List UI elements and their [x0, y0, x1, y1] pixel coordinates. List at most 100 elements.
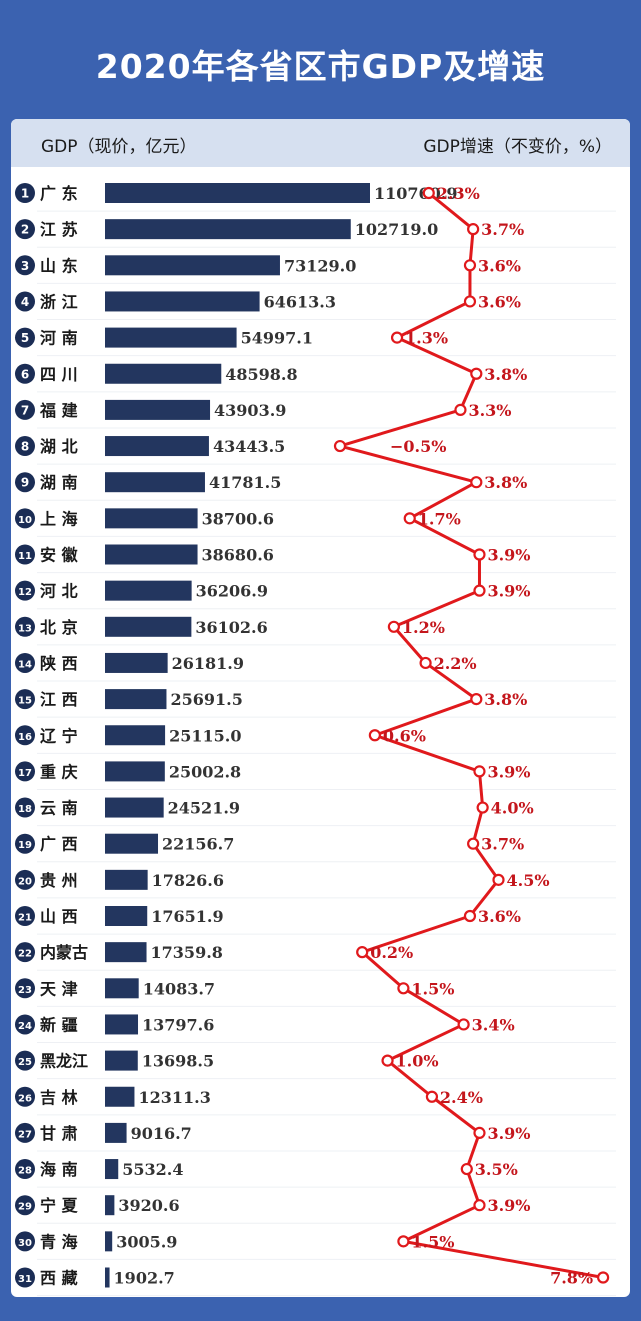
rank-label: 14: [18, 659, 32, 670]
category-label: 山 西: [40, 907, 78, 926]
chart-header: GDP（现价，亿元） GDP增速（不变价，%）: [11, 119, 630, 167]
growth-value-label: 3.7%: [481, 835, 524, 854]
gdp-value-label: 14083.7: [143, 979, 215, 998]
gdp-bar: [105, 833, 159, 854]
growth-value-label: 3.6%: [478, 292, 521, 311]
gdp-value-label: 9016.7: [131, 1124, 192, 1143]
growth-point: [473, 1199, 486, 1212]
growth-value-label: 3.7%: [481, 220, 524, 239]
rank-badge: [15, 616, 35, 637]
growth-value-label: 7.8%: [550, 1269, 593, 1288]
category-label: 湖 南: [40, 473, 78, 492]
category-label: 重 庆: [40, 762, 78, 781]
growth-value-label: −0.5%: [390, 437, 446, 456]
growth-value-label: 0.2%: [370, 943, 413, 962]
rank-badge: [15, 833, 35, 854]
rank-badge: [15, 544, 35, 565]
category-label: 北 京: [40, 618, 78, 637]
rank-label: 21: [18, 913, 32, 924]
rank-badge: [15, 1159, 35, 1180]
rank-badge: [15, 508, 35, 529]
category-label: 江 苏: [40, 220, 78, 239]
category-label: 辽 宁: [40, 726, 78, 745]
growth-point: [333, 439, 347, 453]
page-title: 2020年各省区市GDP及增速: [95, 47, 546, 86]
rank-badge: [15, 978, 35, 999]
gdp-value-label: 13698.5: [142, 1052, 214, 1071]
rank-label: 27: [18, 1129, 32, 1140]
rank-badge: [15, 652, 35, 673]
growth-point: [397, 1235, 410, 1248]
gdp-bar: [105, 1159, 119, 1180]
rank-label: 29: [18, 1202, 32, 1213]
growth-value-label: 3.4%: [472, 1015, 515, 1034]
gdp-column-title: GDP（现价，亿元）: [41, 137, 197, 157]
rank-label: 15: [18, 696, 32, 707]
growth-point: [390, 331, 404, 344]
gdp-value-label: 25691.5: [170, 690, 242, 709]
growth-point: [473, 548, 486, 561]
growth-point: [460, 1162, 473, 1176]
growth-value-label: 2.4%: [440, 1088, 483, 1107]
gdp-value-label: 22156.7: [162, 835, 234, 854]
rank-badge: [15, 436, 35, 457]
gdp-value-label: 26181.9: [172, 654, 244, 673]
rank-label: 9: [21, 476, 29, 490]
growth-value-label: 1.3%: [405, 329, 448, 348]
rank-label: 28: [18, 1166, 32, 1177]
gdp-value-label: 24521.9: [168, 799, 240, 818]
gdp-bar: [105, 472, 205, 493]
category-label: 西 藏: [40, 1269, 78, 1288]
gdp-bar: [105, 1267, 110, 1288]
category-label: 青 海: [40, 1232, 78, 1251]
gdp-value-label: 3920.6: [118, 1196, 179, 1215]
gdp-bar: [105, 544, 198, 565]
growth-value-label: 3.9%: [487, 762, 530, 781]
rank-label: 4: [21, 295, 29, 309]
rank-badge: [15, 761, 35, 782]
rank-label: 7: [21, 403, 29, 417]
rank-badge: [15, 1014, 35, 1035]
growth-point: [470, 692, 483, 706]
rank-label: 3: [21, 259, 29, 273]
gdp-value-label: 1902.7: [114, 1269, 175, 1288]
growth-point: [397, 982, 410, 995]
rank-label: 31: [18, 1274, 32, 1285]
growth-value-label: 3.9%: [487, 582, 530, 601]
category-label: 上 海: [40, 509, 78, 528]
growth-point: [381, 1054, 394, 1067]
gdp-value-label: 48598.8: [225, 365, 297, 384]
gdp-bar: [105, 1231, 113, 1252]
category-label: 山 东: [40, 256, 78, 275]
rank-badge: [15, 797, 35, 818]
rank-label: 6: [21, 367, 29, 381]
growth-value-label: 2.2%: [434, 654, 477, 673]
gdp-value-label: 25002.8: [169, 762, 241, 781]
gdp-value-label: 13797.6: [142, 1015, 214, 1034]
growth-point: [597, 1271, 610, 1284]
gdp-value-label: 41781.5: [209, 473, 281, 492]
gdp-value-label: 43903.9: [214, 401, 286, 420]
gdp-bar: [105, 1014, 139, 1035]
rank-badge: [15, 363, 35, 384]
rank-badge: [15, 327, 35, 348]
growth-point: [467, 837, 480, 850]
category-label: 海 南: [40, 1160, 78, 1179]
growth-value-label: 3.8%: [484, 365, 527, 384]
category-label: 陕 西: [40, 654, 78, 673]
rank-label: 10: [18, 515, 32, 526]
gdp-bar: [105, 616, 192, 637]
rank-badge: [15, 942, 35, 963]
rank-badge: [15, 291, 35, 312]
category-label: 云 南: [40, 799, 78, 818]
gdp-bar: [105, 652, 168, 673]
rank-label: 19: [18, 840, 32, 851]
growth-point: [470, 476, 483, 489]
growth-value-label: 3.8%: [484, 473, 527, 492]
gdp-value-label: 64613.3: [264, 292, 336, 311]
growth-value-label: 3.8%: [484, 690, 527, 709]
gdp-bar: [105, 291, 260, 312]
gdp-value-label: 17359.8: [151, 943, 223, 962]
gdp-bar: [105, 436, 209, 457]
